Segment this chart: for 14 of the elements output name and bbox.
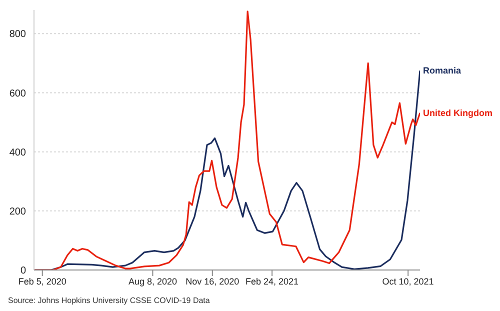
series-label: Romania xyxy=(423,66,462,76)
x-tick-label: Nov 16, 2020 xyxy=(186,276,240,286)
x-tick-label: Feb 5, 2020 xyxy=(18,276,66,286)
line-series xyxy=(34,10,420,270)
y-tick-label: 0 xyxy=(20,266,26,277)
source-note: Source: Johns Hopkins University CSSE COVID-19 Data xyxy=(8,296,211,305)
series-label: United Kingdom xyxy=(423,108,492,118)
y-tick-label: 800 xyxy=(9,29,26,40)
y-tick-label: 600 xyxy=(9,88,26,100)
x-tick-label: Feb 24, 2021 xyxy=(246,276,299,286)
x-tick-label: Aug 8, 2020 xyxy=(128,276,177,286)
y-tick-label: 400 xyxy=(9,147,26,158)
x-tick-label: Oct 10, 2021 xyxy=(382,276,434,286)
y-tick-label: 200 xyxy=(9,206,26,218)
